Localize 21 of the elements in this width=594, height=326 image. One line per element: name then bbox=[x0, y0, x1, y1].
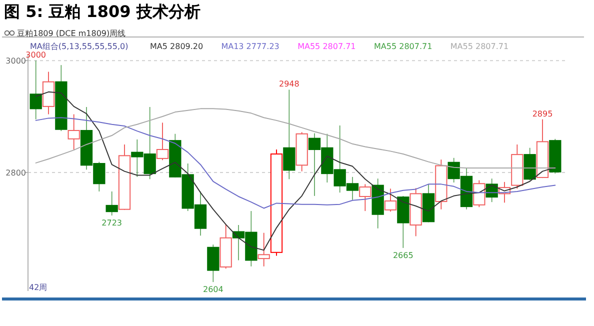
chart-title: 图 5: 豆粕 1809 技术分析 bbox=[4, 2, 200, 21]
y-tick-label: 2800 bbox=[6, 168, 26, 178]
annotation: 3000 bbox=[26, 50, 46, 60]
annotation: 2723 bbox=[102, 218, 122, 228]
annotation: 2895 bbox=[532, 109, 553, 118]
legend-label: MA55 2807.71 bbox=[298, 42, 356, 51]
text: MA55 2807.71 bbox=[450, 42, 509, 51]
candlestick bbox=[42, 71, 55, 115]
text: MA13 2777.23 bbox=[221, 42, 280, 51]
annotation: 2665 bbox=[392, 250, 414, 260]
text: 豆粕1809 (DCE m1809)周线 bbox=[17, 29, 126, 38]
legend-label: MA55 2807.71 bbox=[374, 42, 432, 51]
candlestick bbox=[258, 232, 270, 267]
annotation: 42周 bbox=[29, 283, 48, 292]
text: MA5 2809.20 bbox=[150, 42, 204, 51]
line-series bbox=[35, 117, 556, 209]
annotation: 2604 bbox=[202, 285, 224, 294]
annotation: 2948 bbox=[278, 80, 300, 89]
candlestick bbox=[68, 114, 80, 150]
text: MA组合(5,13,55,55,55,0) bbox=[30, 42, 128, 51]
candlestick bbox=[359, 184, 372, 212]
